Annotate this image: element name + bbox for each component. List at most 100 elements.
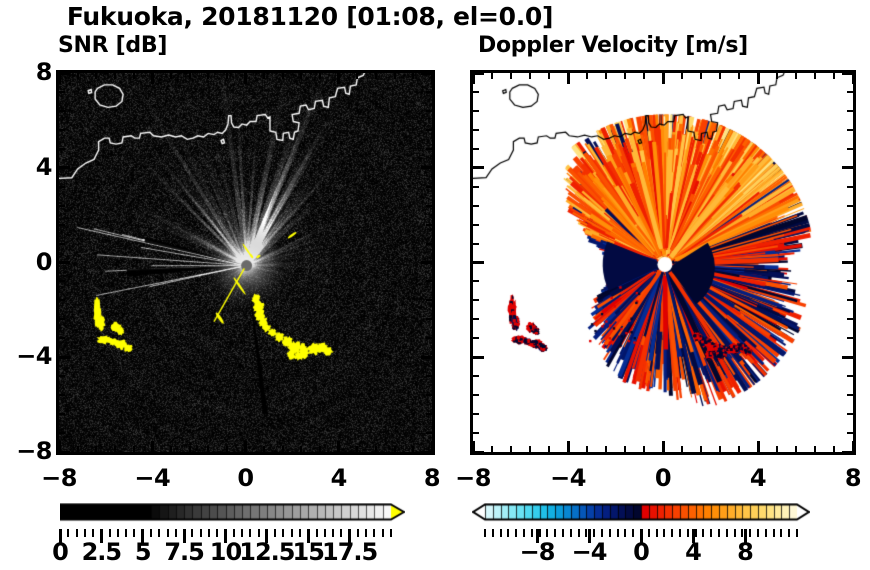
colorbar-minor-tick: [733, 529, 736, 537]
colorbar-major-tick: [691, 529, 695, 543]
doppler-colorbar-label-3: 4: [685, 538, 702, 566]
colorbar-minor-tick: [257, 529, 260, 537]
colorbar-minor-tick: [601, 529, 603, 537]
snr-colorbar[interactable]: [58, 503, 405, 543]
snr-x-tick-label-0: −8: [41, 464, 77, 492]
colorbar-minor-tick: [710, 529, 713, 537]
colorbar-minor-tick: [92, 529, 95, 537]
snr-x-tick-label-1: −4: [134, 464, 171, 492]
page-title: Fukuoka, 20181120 [01:08, el=0.0]: [66, 2, 554, 31]
doppler-x-tick-label-0: −8: [455, 464, 491, 492]
snr-x-tick-label-2: 0: [237, 464, 254, 492]
colorbar-minor-tick: [298, 529, 301, 537]
colorbar-minor-tick: [507, 529, 510, 537]
doppler-x-tick-label-3: 4: [749, 464, 767, 492]
colorbar-minor-tick: [83, 529, 86, 537]
colorbar-minor-tick: [332, 529, 335, 537]
snr-colorbar-label-3: 7.5: [164, 538, 205, 566]
colorbar-minor-tick: [191, 529, 194, 537]
colorbar-major-tick: [587, 529, 591, 543]
colorbar-minor-tick: [515, 529, 518, 537]
snr-colorbar-label-0: 0: [52, 538, 69, 566]
colorbar-minor-tick: [75, 529, 78, 537]
colorbar-minor-tick: [491, 529, 494, 537]
colorbar-minor-tick: [554, 529, 557, 537]
snr-colorbar-label-1: 2.5: [81, 538, 123, 566]
colorbar-minor-tick: [772, 529, 775, 537]
colorbar-minor-tick: [749, 529, 752, 537]
colorbar-minor-tick: [315, 529, 318, 537]
doppler-panel-title: Doppler Velocity [m/s]: [478, 33, 748, 58]
colorbar-minor-tick: [530, 529, 533, 537]
colorbar-minor-tick: [608, 529, 611, 537]
doppler-colorbar-label-2: 0: [633, 538, 650, 566]
colorbar-major-tick: [58, 529, 62, 543]
doppler-x-tick-label-1: −4: [550, 464, 586, 492]
y-tick-label-2: 0: [35, 247, 53, 276]
colorbar-minor-tick: [663, 529, 666, 537]
colorbar-minor-tick: [671, 529, 674, 537]
colorbar-minor-tick: [356, 529, 359, 537]
colorbar-minor-tick: [546, 529, 549, 537]
doppler-colorbar-gradient: [472, 503, 810, 529]
colorbar-minor-tick: [323, 529, 326, 537]
colorbar-minor-tick: [569, 529, 572, 537]
colorbar-minor-tick: [241, 529, 244, 537]
colorbar-minor-tick: [166, 529, 169, 537]
y-tick-label-0: 8: [35, 58, 53, 86]
doppler-colorbar[interactable]: [472, 503, 810, 543]
colorbar-major-tick: [535, 529, 539, 543]
colorbar-minor-tick: [158, 529, 161, 537]
colorbar-minor-tick: [593, 529, 596, 537]
snr-x-tick-label-3: 4: [330, 464, 348, 492]
colorbar-minor-tick: [694, 529, 697, 537]
doppler-plot-area[interactable]: [470, 70, 856, 455]
colorbar-minor-tick: [174, 529, 177, 537]
doppler-x-tick-label-4: 8: [844, 464, 862, 492]
colorbar-major-tick: [348, 529, 352, 543]
snr-colorbar-label-4: 10: [209, 538, 242, 566]
colorbar-minor-tick: [624, 529, 627, 537]
colorbar-minor-tick: [150, 529, 153, 537]
doppler-colorbar-label-4: 8: [737, 538, 754, 566]
colorbar-minor-tick: [373, 529, 376, 537]
y-tick-label-3: −4: [16, 342, 52, 371]
colorbar-minor-tick: [562, 529, 564, 537]
colorbar-major-tick: [265, 529, 269, 543]
colorbar-minor-tick: [577, 529, 580, 537]
colorbar-major-tick: [743, 529, 747, 543]
colorbar-minor-tick: [290, 529, 293, 537]
snr-colorbar-label-2: 5: [134, 538, 152, 566]
colorbar-minor-tick: [718, 529, 720, 537]
colorbar-minor-tick: [67, 529, 70, 537]
snr-colorbar-label-6: 15: [292, 538, 325, 566]
colorbar-minor-tick: [365, 529, 368, 537]
colorbar-major-tick: [99, 529, 103, 543]
colorbar-minor-tick: [207, 529, 210, 537]
snr-x-tick-label-4: 8: [423, 464, 441, 492]
colorbar-major-tick: [182, 529, 186, 543]
doppler-colorbar-label-0: −8: [519, 538, 556, 566]
snr-plot-area[interactable]: [56, 70, 435, 455]
colorbar-minor-tick: [538, 529, 541, 537]
doppler-colorbar-ticks: [472, 529, 810, 543]
snr-colorbar-label-7: 17.5: [322, 538, 378, 566]
colorbar-major-tick: [224, 529, 227, 543]
snr-colorbar-gradient: [60, 503, 405, 529]
colorbar-minor-tick: [679, 529, 681, 537]
colorbar-minor-tick: [484, 529, 486, 537]
snr-colorbar-label-5: 12.5: [239, 538, 295, 566]
colorbar-minor-tick: [647, 529, 650, 537]
colorbar-minor-tick: [757, 529, 759, 537]
colorbar-minor-tick: [108, 529, 111, 537]
colorbar-minor-tick: [741, 529, 744, 537]
colorbar-major-tick: [306, 529, 310, 543]
colorbar-minor-tick: [125, 529, 128, 537]
doppler-x-tick-label-2: 0: [654, 464, 672, 492]
colorbar-minor-tick: [780, 529, 783, 537]
colorbar-minor-tick: [282, 529, 285, 537]
colorbar-minor-tick: [725, 529, 728, 537]
colorbar-minor-tick: [499, 529, 502, 537]
colorbar-minor-tick: [702, 529, 705, 537]
